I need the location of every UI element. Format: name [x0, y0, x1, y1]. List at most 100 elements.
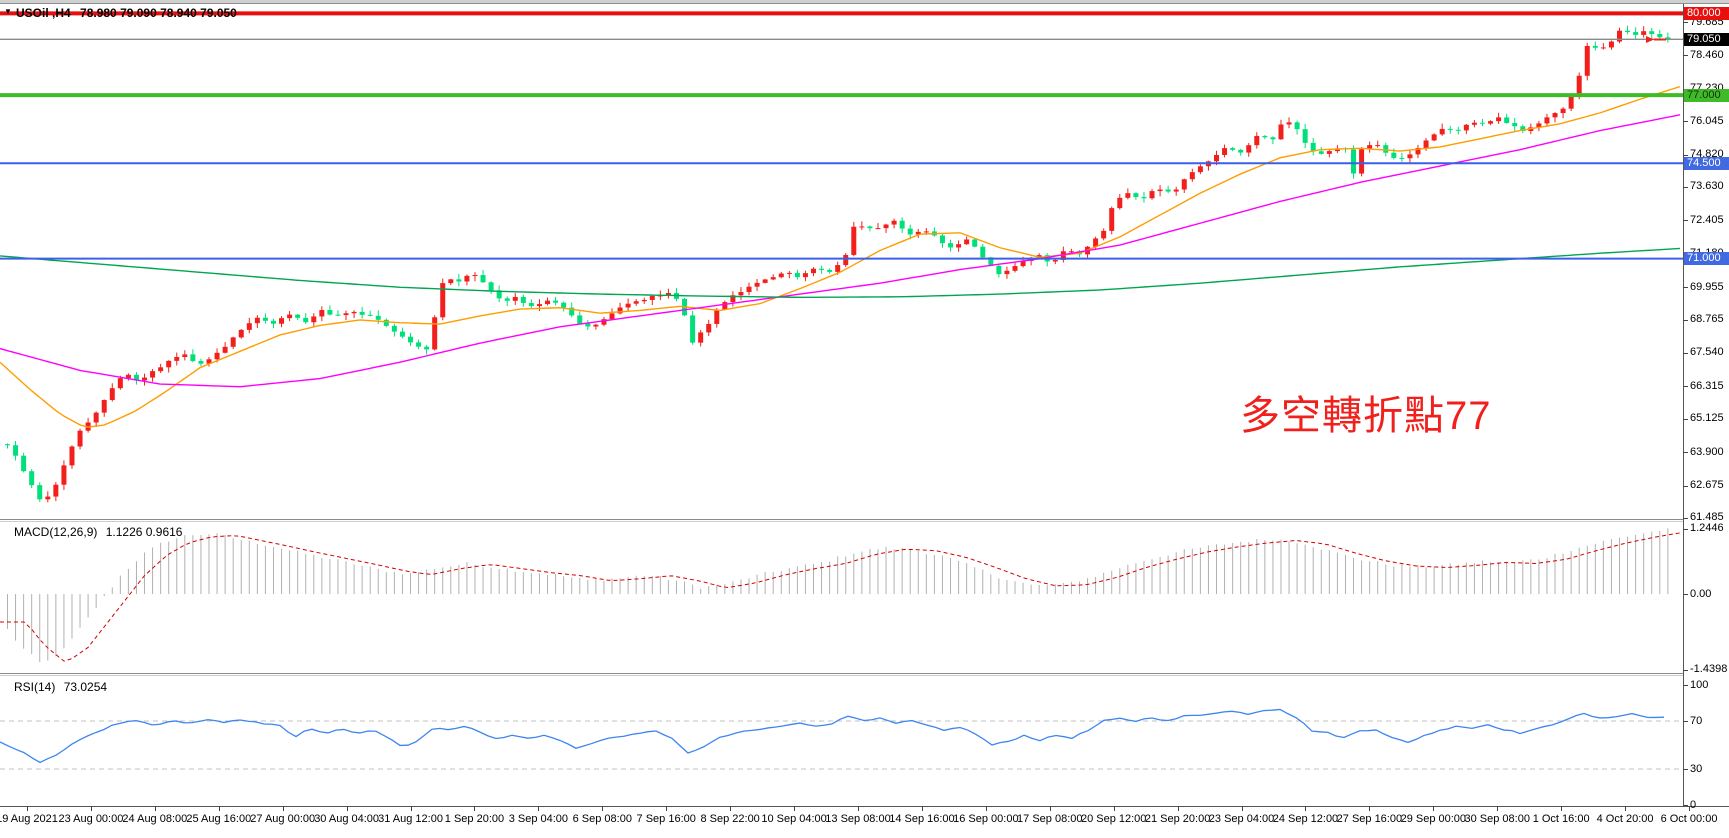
time-tickmark — [666, 806, 668, 811]
time-tickmark — [1113, 806, 1115, 811]
chart-text-annotation: 多空轉折點77 — [1240, 394, 1492, 438]
macd-indicator-label: MACD(12,26,9) 1.1226 0.9616 — [14, 525, 182, 539]
price-tick-label: 62.675 — [1690, 479, 1724, 492]
time-label: 24 Sep 12:00 — [1272, 813, 1339, 825]
price-tick-label: 76.045 — [1690, 114, 1724, 127]
time-label: 10 Sep 04:00 — [761, 813, 827, 825]
panel-splitter-macd[interactable] — [0, 519, 1683, 520]
time-tickmark — [1305, 806, 1307, 811]
panel-splitter-macd-light — [0, 521, 1683, 522]
time-tickmark — [474, 806, 476, 811]
time-tickmark — [1177, 806, 1179, 811]
rsi-scale-tickmark — [1683, 685, 1688, 686]
rsi-value: 73.0254 — [63, 680, 108, 694]
time-tickmark — [1497, 806, 1499, 811]
time-tickmark — [1241, 806, 1243, 811]
time-tickmark — [730, 806, 732, 811]
time-tickmark — [27, 806, 28, 811]
time-tickmark — [1049, 806, 1051, 811]
time-label: 17 Sep 08:00 — [1017, 813, 1083, 825]
chart-title: USOil ,H4 78.980 79.090 78.940 79.050 — [16, 6, 237, 20]
time-label: 25 Aug 16:00 — [186, 813, 252, 825]
time-label: 6 Oct 00:00 — [1660, 813, 1718, 825]
price-tickmark — [1683, 287, 1688, 289]
time-tickmark — [602, 806, 604, 811]
panel-splitter-rsi[interactable] — [0, 673, 1683, 674]
price-tick-label: 67.540 — [1690, 346, 1724, 359]
macd-scale-label: 0.00 — [1690, 587, 1712, 600]
price-tick-label: 72.405 — [1690, 213, 1724, 226]
time-label: 23 Sep 04:00 — [1208, 813, 1275, 825]
time-tickmark — [1561, 806, 1563, 811]
time-tickmark — [346, 806, 348, 811]
price-tickmark — [1683, 517, 1688, 519]
window-top-edge — [0, 0, 1729, 4]
time-tickmark — [985, 806, 987, 811]
price-axis-line — [1683, 4, 1684, 807]
time-label: 14 Sep 16:00 — [889, 813, 955, 825]
time-label: 1 Sep 20:00 — [444, 813, 505, 825]
rsi-scale-label: 30 — [1690, 762, 1703, 775]
macd-values: 1.1226 0.9616 — [105, 525, 183, 539]
price-level-box: 80.000 — [1684, 6, 1729, 20]
time-label: 29 Sep 00:00 — [1400, 813, 1467, 825]
time-label: 7 Sep 16:00 — [636, 813, 696, 825]
rsi-scale-label: 100 — [1690, 678, 1709, 691]
price-tick-label: 61.485 — [1690, 511, 1724, 524]
time-tickmark — [282, 806, 284, 811]
time-label: 21 Sep 20:00 — [1144, 813, 1211, 825]
price-tickmark — [1683, 319, 1688, 321]
price-level-box: 79.050 — [1684, 32, 1729, 46]
time-tickmark — [1369, 806, 1371, 811]
price-tickmark — [1683, 386, 1688, 388]
price-tick-label: 78.460 — [1690, 48, 1724, 61]
ohlc-values: 78.980 79.090 78.940 79.050 — [80, 6, 237, 20]
price-tick-label: 68.765 — [1690, 313, 1724, 326]
time-tickmark — [218, 806, 220, 811]
price-level-box: 74.500 — [1684, 156, 1729, 170]
rsi-scale-tickmark — [1683, 721, 1688, 722]
symbol-dropdown-icon[interactable]: ▼ — [4, 7, 12, 16]
time-label: 27 Sep 16:00 — [1336, 813, 1403, 825]
price-tickmark — [1683, 418, 1688, 420]
price-tick-label: 73.630 — [1690, 180, 1724, 193]
macd-scale-tickmark — [1683, 528, 1688, 530]
time-axis-line — [0, 806, 1729, 807]
time-tickmark — [1433, 806, 1435, 811]
time-label: 20 Sep 12:00 — [1080, 813, 1147, 825]
time-label: 1 Oct 16:00 — [1532, 813, 1590, 825]
price-tickmark — [1683, 352, 1688, 354]
time-label: 8 Sep 22:00 — [700, 813, 760, 825]
time-label: 30 Aug 04:00 — [314, 813, 380, 825]
time-label: 31 Aug 12:00 — [378, 813, 443, 825]
time-label: 23 Aug 00:00 — [58, 813, 124, 825]
time-label: 13 Sep 08:00 — [825, 813, 891, 825]
time-tickmark — [1689, 806, 1690, 811]
time-label: 19 Aug 2021 — [0, 813, 58, 825]
price-tickmark — [1683, 220, 1688, 222]
time-tickmark — [410, 806, 412, 811]
price-tickmark — [1683, 154, 1688, 156]
rsi-scale-tickmark — [1683, 805, 1688, 806]
symbol-period-label: USOil ,H4 — [16, 6, 71, 20]
time-label: 24 Aug 08:00 — [122, 813, 188, 825]
time-label: 30 Sep 08:00 — [1464, 813, 1530, 825]
price-level-box: 71.000 — [1684, 252, 1729, 266]
price-tick-label: 65.125 — [1690, 412, 1724, 425]
time-tickmark — [90, 806, 92, 811]
price-tickmark — [1683, 186, 1688, 188]
macd-scale-label: 1.2446 — [1690, 522, 1724, 535]
time-label: 4 Oct 20:00 — [1596, 813, 1654, 825]
rsi-scale-label: 70 — [1690, 714, 1703, 727]
macd-scale-tickmark — [1683, 594, 1688, 595]
time-label: 16 Sep 00:00 — [953, 813, 1019, 825]
time-tickmark — [154, 806, 156, 811]
time-label: 27 Aug 00:00 — [250, 813, 316, 825]
time-tickmark — [858, 806, 859, 811]
time-label: 6 Sep 08:00 — [572, 813, 632, 825]
time-label: 3 Sep 04:00 — [508, 813, 569, 825]
macd-scale-label: -1.4398 — [1690, 663, 1728, 676]
price-level-box: 77.000 — [1684, 88, 1729, 102]
